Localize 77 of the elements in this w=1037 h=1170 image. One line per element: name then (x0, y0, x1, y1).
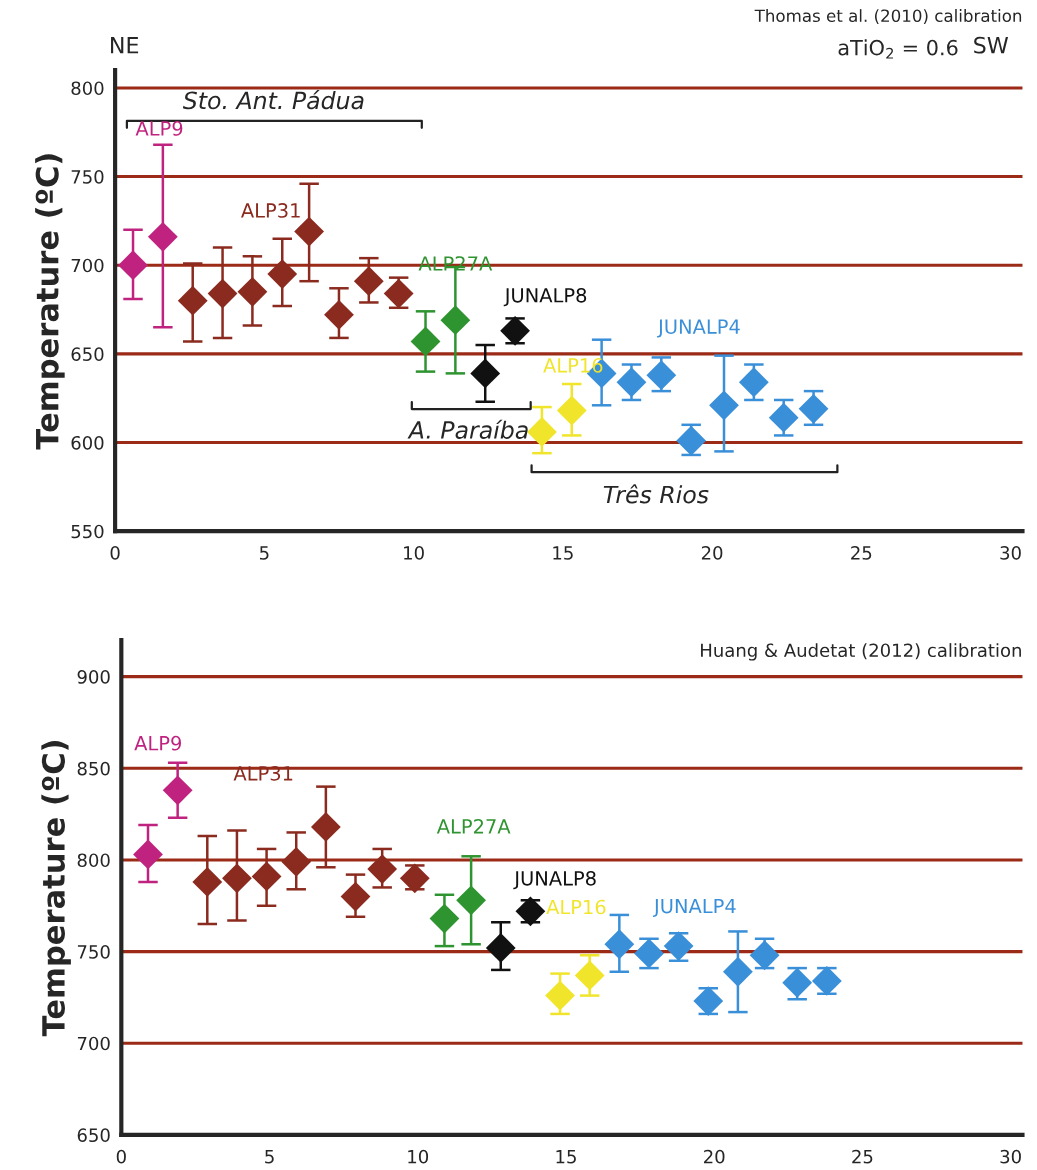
y-tick-label: 850 (77, 761, 110, 776)
point (281, 846, 312, 877)
y-tick-label: 750 (71, 170, 104, 184)
point (251, 861, 282, 892)
point (353, 266, 384, 297)
point (456, 885, 487, 916)
point (556, 395, 587, 426)
series-label: ALP9 (134, 735, 182, 751)
text: Thomas et al. (2010) calibration (754, 9, 1022, 24)
series-label: ALP31 (241, 203, 300, 218)
point (574, 960, 605, 991)
point (440, 305, 471, 336)
y-tick-label: 650 (71, 347, 104, 361)
point (709, 390, 739, 421)
y-axis-title: Temperature (ºC) (41, 741, 71, 1037)
y-tick-label: 600 (71, 435, 104, 450)
point (147, 221, 178, 252)
x-tick-label: 0 (110, 546, 120, 560)
point (177, 285, 208, 316)
annotation: A. Paraíba (407, 419, 528, 439)
text: ALP31 (233, 766, 293, 781)
series-label: JUNALP8 (513, 870, 596, 890)
y-tick-label: 900 (77, 670, 110, 684)
point (485, 933, 516, 963)
point (527, 417, 557, 447)
point (470, 358, 501, 389)
point (267, 259, 298, 289)
series-label: JUNALP4 (657, 319, 740, 338)
y-tick-label: 700 (71, 258, 104, 273)
point (604, 929, 635, 960)
text: SW (974, 36, 1009, 54)
point (723, 956, 753, 987)
x-tick-label: 15 (553, 546, 573, 560)
point (237, 276, 268, 307)
point (207, 278, 238, 309)
y-tick-label: 750 (77, 945, 110, 959)
x-tick-label: 25 (851, 546, 872, 560)
series-label: JUNALP4 (652, 898, 736, 917)
x-tick-label: 25 (852, 1149, 873, 1164)
y-tick-label: 550 (71, 524, 104, 539)
y-tick-label: 800 (71, 81, 104, 96)
point (324, 299, 354, 330)
point (192, 867, 223, 897)
text: NE (111, 37, 139, 54)
point (429, 903, 460, 934)
point (410, 326, 441, 357)
x-tick-label: 5 (260, 546, 269, 560)
annotation: Três Rios (603, 484, 709, 504)
point (340, 881, 371, 912)
x-tick-label: 20 (701, 546, 723, 560)
x-tick-label: 0 (116, 1149, 126, 1164)
x-tick-label: 30 (1000, 1149, 1021, 1164)
x-tick-label: 10 (404, 546, 424, 560)
point (162, 775, 193, 806)
text: ALP9 (135, 121, 183, 136)
annotation: Sto. Ant. Pádua (182, 90, 364, 110)
series-label: JUNALP8 (503, 287, 587, 307)
point (367, 854, 398, 885)
x-tick-label: 30 (1000, 546, 1021, 560)
text: ALP27A (436, 818, 511, 834)
point (545, 980, 575, 1011)
point (118, 250, 148, 281)
annotation: Huang & Audetat (2012) calibration (701, 643, 1021, 661)
text: ALP16 (546, 899, 606, 915)
point (294, 216, 325, 247)
point (133, 839, 163, 870)
y-tick-label: 800 (77, 853, 110, 868)
text: aTiO$_{2}$ = 0.6 (838, 39, 958, 59)
point (310, 812, 341, 842)
y-tick-label: 650 (77, 1128, 110, 1143)
y-tick-label: 700 (77, 1036, 110, 1051)
x-tick-label: 20 (704, 1149, 725, 1164)
x-tick-label: 15 (556, 1150, 576, 1164)
point (222, 863, 252, 894)
x-tick-label: 10 (408, 1149, 429, 1164)
x-tick-label: 5 (265, 1150, 274, 1164)
y-axis-title: Temperature (ºC) (35, 154, 65, 450)
